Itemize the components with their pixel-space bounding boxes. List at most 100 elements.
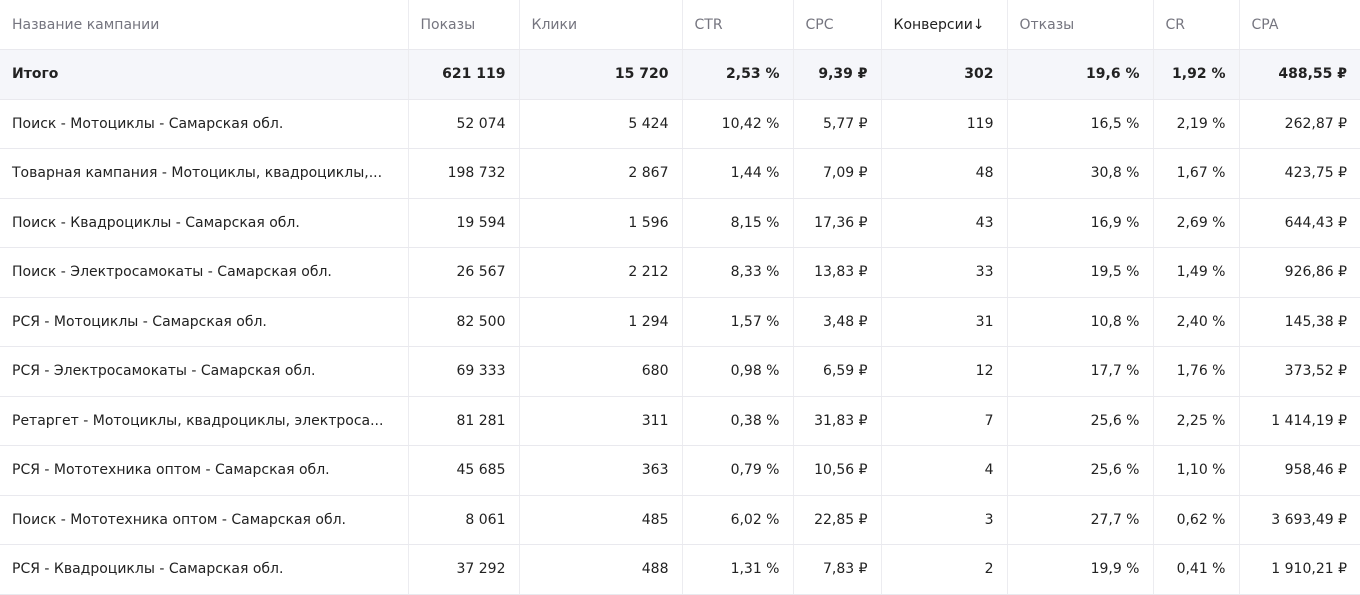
metric-cell: 26 567 xyxy=(407,247,519,298)
metric-cell: 1 294 xyxy=(518,297,682,347)
metric-cell: 5 424 xyxy=(518,99,682,149)
metric-cell: 2,69 % xyxy=(1152,198,1239,248)
campaign-row: Товарная кампания - Мотоциклы, квадроцик… xyxy=(0,148,1360,199)
column-header[interactable]: CPC xyxy=(792,0,881,50)
campaign-name: Поиск - Квадроциклы - Самарская обл. xyxy=(0,198,408,248)
campaign-row: РСЯ - Электросамокаты - Самарская обл. 69… xyxy=(0,346,1360,397)
total-cell: 621 119 xyxy=(407,49,519,100)
metric-cell: 926,86 ₽ xyxy=(1238,247,1360,298)
column-header[interactable]: CR xyxy=(1152,0,1239,50)
column-header[interactable]: Отказы xyxy=(1006,0,1153,50)
column-header[interactable]: CPA xyxy=(1238,0,1360,50)
campaign-name: РСЯ - Электросамокаты - Самарская обл. xyxy=(0,346,408,397)
metric-cell: 198 732 xyxy=(407,148,519,199)
campaign-row: РСЯ - Мототехника оптом - Самарская обл.… xyxy=(0,445,1360,496)
metric-cell: 17,7 % xyxy=(1006,346,1153,397)
metric-cell: 0,79 % xyxy=(681,445,793,496)
total-cell: 2,53 % xyxy=(681,49,793,100)
metric-cell: 2 xyxy=(880,544,1007,595)
metric-cell: 2,40 % xyxy=(1152,297,1239,347)
metric-cell: 1,67 % xyxy=(1152,148,1239,199)
metric-cell: 958,46 ₽ xyxy=(1238,445,1360,496)
total-cell: 1,92 % xyxy=(1152,49,1239,100)
metric-cell: 82 500 xyxy=(407,297,519,347)
metric-cell: 2 212 xyxy=(518,247,682,298)
metric-cell: 373,52 ₽ xyxy=(1238,346,1360,397)
metric-cell: 17,36 ₽ xyxy=(792,198,881,248)
metric-cell: 10,8 % xyxy=(1006,297,1153,347)
table-body: Итого 621 119 15 720 2,53 % 9,39 ₽302 19,6 % 1… xyxy=(0,49,1360,595)
campaign-row: Поиск - Квадроциклы - Самарская обл. 19 5… xyxy=(0,198,1360,248)
metric-cell: 3 xyxy=(880,495,1007,545)
metric-cell: 7,09 ₽ xyxy=(792,148,881,199)
metric-cell: 8,15 % xyxy=(681,198,793,248)
campaign-row: Поиск - Мотоциклы - Самарская обл. 52 074… xyxy=(0,99,1360,149)
metric-cell: 2,25 % xyxy=(1152,396,1239,446)
metric-cell: 6,59 ₽ xyxy=(792,346,881,397)
metric-cell: 16,5 % xyxy=(1006,99,1153,149)
metric-cell: 2 867 xyxy=(518,148,682,199)
metric-cell: 1 910,21 ₽ xyxy=(1238,544,1360,595)
campaign-name: РСЯ - Мотоциклы - Самарская обл. xyxy=(0,297,408,347)
total-cell: 19,6 % xyxy=(1006,49,1153,100)
metric-cell: 1,31 % xyxy=(681,544,793,595)
metric-cell: 25,6 % xyxy=(1006,396,1153,446)
metric-cell: 0,98 % xyxy=(681,346,793,397)
column-header[interactable]: Клики xyxy=(518,0,682,50)
metric-cell: 2,19 % xyxy=(1152,99,1239,149)
metric-cell: 48 xyxy=(880,148,1007,199)
total-cell: 15 720 xyxy=(518,49,682,100)
campaign-row: РСЯ - Квадроциклы - Самарская обл. 37 292… xyxy=(0,544,1360,595)
metric-cell: 119 xyxy=(880,99,1007,149)
metric-cell: 4 xyxy=(880,445,1007,496)
column-header[interactable]: Показы xyxy=(407,0,519,50)
metric-cell: 27,7 % xyxy=(1006,495,1153,545)
metric-cell: 31 xyxy=(880,297,1007,347)
campaign-name: Поиск - Мотоциклы - Самарская обл. xyxy=(0,99,408,149)
metric-cell: 1,57 % xyxy=(681,297,793,347)
metric-cell: 488 xyxy=(518,544,682,595)
metric-cell: 45 685 xyxy=(407,445,519,496)
metric-cell: 19 594 xyxy=(407,198,519,248)
metric-cell: 19,5 % xyxy=(1006,247,1153,298)
metric-cell: 0,41 % xyxy=(1152,544,1239,595)
metric-cell: 7,83 ₽ xyxy=(792,544,881,595)
metric-cell: 1 414,19 ₽ xyxy=(1238,396,1360,446)
metric-cell: 30,8 % xyxy=(1006,148,1153,199)
column-header[interactable]: Конверсии↓ xyxy=(880,0,1007,50)
metric-cell: 1 596 xyxy=(518,198,682,248)
metric-cell: 1,76 % xyxy=(1152,346,1239,397)
metric-cell: 1,10 % xyxy=(1152,445,1239,496)
metric-cell: 10,42 % xyxy=(681,99,793,149)
campaign-row: РСЯ - Мотоциклы - Самарская обл. 82 500 1 … xyxy=(0,297,1360,347)
metric-cell: 423,75 ₽ xyxy=(1238,148,1360,199)
total-cell: 9,39 ₽ xyxy=(792,49,881,100)
metric-cell: 33 xyxy=(880,247,1007,298)
header-row: Название кампании Показы Клики CTR CPC Конвер… xyxy=(0,0,1360,50)
metric-cell: 25,6 % xyxy=(1006,445,1153,496)
campaign-name: Товарная кампания - Мотоциклы, квадроцик… xyxy=(0,148,408,199)
metric-cell: 37 292 xyxy=(407,544,519,595)
metric-cell: 3,48 ₽ xyxy=(792,297,881,347)
total-label: Итого xyxy=(0,49,408,100)
column-header[interactable]: CTR xyxy=(681,0,793,50)
metric-cell: 16,9 % xyxy=(1006,198,1153,248)
total-row: Итого 621 119 15 720 2,53 % 9,39 ₽302 19,6 % 1… xyxy=(0,49,1360,100)
campaign-row: Поиск - Мототехника оптом - Самарская об… xyxy=(0,495,1360,545)
column-header: Название кампании xyxy=(0,0,408,50)
metric-cell: 0,38 % xyxy=(681,396,793,446)
metric-cell: 8 061 xyxy=(407,495,519,545)
metric-cell: 680 xyxy=(518,346,682,397)
metric-cell: 43 xyxy=(880,198,1007,248)
campaign-name: РСЯ - Квадроциклы - Самарская обл. xyxy=(0,544,408,595)
metric-cell: 311 xyxy=(518,396,682,446)
metric-cell: 5,77 ₽ xyxy=(792,99,881,149)
metric-cell: 22,85 ₽ xyxy=(792,495,881,545)
total-cell: 302 xyxy=(880,49,1007,100)
metric-cell: 0,62 % xyxy=(1152,495,1239,545)
metric-cell: 3 693,49 ₽ xyxy=(1238,495,1360,545)
campaign-name: Поиск - Мототехника оптом - Самарская об… xyxy=(0,495,408,545)
campaign-name: Ретаргет - Мотоциклы, квадроциклы, элект… xyxy=(0,396,408,446)
metric-cell: 644,43 ₽ xyxy=(1238,198,1360,248)
